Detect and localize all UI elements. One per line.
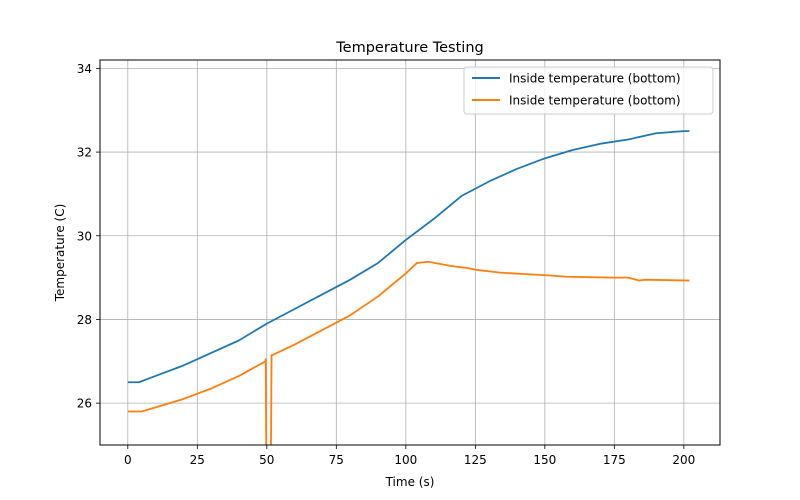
x-tick-label: 25 xyxy=(190,453,205,467)
legend-label-series-2: Inside temperature (bottom) xyxy=(509,94,681,108)
y-tick-label: 26 xyxy=(77,397,92,411)
x-tick-label: 150 xyxy=(533,453,556,467)
series-line-2 xyxy=(127,260,690,445)
grid xyxy=(100,60,720,445)
x-tick-label: 100 xyxy=(394,453,417,467)
y-axis-label: Temperature (C) xyxy=(53,204,67,303)
chart-title: Temperature Testing xyxy=(335,40,483,56)
x-tick-label: 175 xyxy=(603,453,626,467)
y-tick-label: 28 xyxy=(77,313,92,327)
x-tick-label: 75 xyxy=(329,453,344,467)
axis-ticks: 0 25 50 75 100 125 150 175 200 26 28 30 32 34 xyxy=(77,62,696,467)
x-tick-label: 200 xyxy=(672,453,695,467)
series-lines xyxy=(127,130,690,445)
x-tick-label: 50 xyxy=(259,453,274,467)
y-tick-label: 30 xyxy=(77,229,92,243)
legend-label-series-1: Inside temperature (bottom) xyxy=(509,72,681,86)
legend: Inside temperature (bottom) Inside tempe… xyxy=(463,66,714,115)
x-tick-label: 125 xyxy=(464,453,487,467)
x-axis-label: Time (s) xyxy=(385,475,435,489)
series-line-1 xyxy=(127,130,690,384)
x-tick-label: 0 xyxy=(124,453,132,467)
plot-frame xyxy=(99,59,721,446)
legend-box xyxy=(463,66,714,115)
y-tick-label: 34 xyxy=(77,62,92,76)
y-tick-label: 32 xyxy=(77,146,92,160)
